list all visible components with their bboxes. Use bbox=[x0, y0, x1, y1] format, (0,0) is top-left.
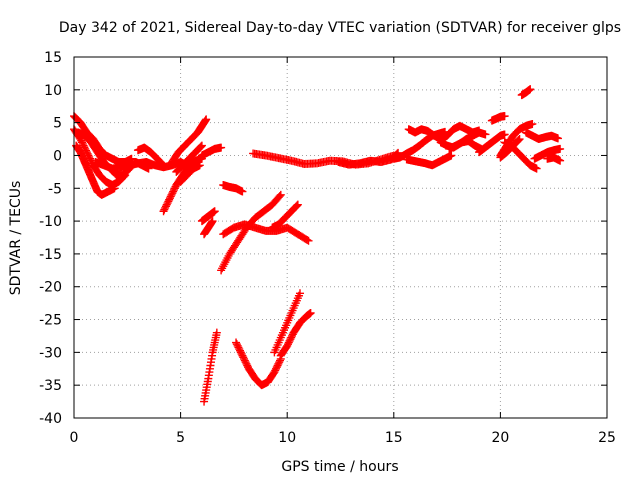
y-tick-label: -5 bbox=[48, 181, 62, 197]
x-tick-label: 20 bbox=[491, 430, 509, 446]
y-tick-label: -35 bbox=[39, 378, 62, 394]
grid-lines bbox=[74, 57, 607, 418]
y-tick-label: 15 bbox=[44, 50, 62, 66]
x-tick-label: 5 bbox=[176, 430, 185, 446]
x-axis-label: GPS time / hours bbox=[281, 459, 398, 475]
y-tick-label: -40 bbox=[39, 411, 62, 427]
y-tick-label: -15 bbox=[39, 247, 62, 263]
y-tick-label: -10 bbox=[39, 214, 62, 230]
x-tick-label: 10 bbox=[278, 430, 296, 446]
series-arc-o bbox=[219, 181, 246, 196]
y-tick-label: -30 bbox=[39, 345, 62, 361]
x-tick-labels: 0 5 10 15 20 25 bbox=[70, 430, 616, 446]
series-arc-ah bbox=[518, 85, 535, 99]
y-tick-labels: -40 -35 -30 -25 -20 -15 -10 -5 0 5 10 15 bbox=[39, 50, 62, 427]
y-tick-label: 10 bbox=[44, 83, 62, 99]
axis-ticks bbox=[74, 57, 607, 418]
y-tick-label: 5 bbox=[53, 116, 62, 132]
x-tick-label: 0 bbox=[70, 430, 79, 446]
x-tick-label: 25 bbox=[598, 430, 616, 446]
plot-frame bbox=[74, 57, 607, 418]
chart-plot: Day 342 of 2021, Sidereal Day-to-day VTE… bbox=[0, 0, 640, 480]
series-arc-q bbox=[219, 220, 312, 244]
y-tick-label: 0 bbox=[53, 148, 62, 164]
series-arc-ai bbox=[522, 128, 562, 143]
y-tick-label: -25 bbox=[39, 313, 62, 329]
y-tick-label: -20 bbox=[39, 280, 62, 296]
x-tick-label: 15 bbox=[385, 430, 403, 446]
y-axis-label: SDTVAR / TECUs bbox=[8, 181, 24, 296]
series-arc-n bbox=[200, 329, 221, 406]
data-points bbox=[70, 85, 564, 405]
chart-title: Day 342 of 2021, Sidereal Day-to-day VTE… bbox=[59, 20, 621, 36]
